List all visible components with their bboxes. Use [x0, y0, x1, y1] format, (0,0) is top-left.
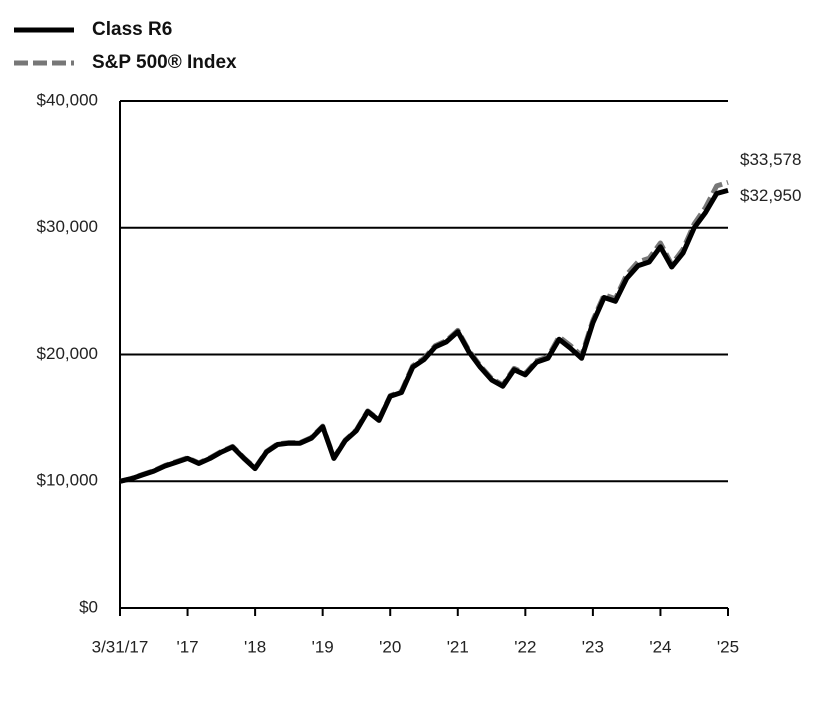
y-tick-label: $30,000: [37, 217, 98, 236]
x-tick-label: '25: [717, 637, 739, 656]
x-tick-label: '24: [649, 637, 671, 656]
legend: Class R6 S&P 500® Index: [14, 19, 237, 73]
y-tick-label: $40,000: [37, 90, 98, 109]
legend-label: S&P 500® Index: [92, 52, 237, 73]
value-label: $33,578: [740, 150, 801, 169]
x-tick-label: '17: [176, 637, 198, 656]
value-label: $32,950: [740, 186, 801, 205]
y-tick-label: $10,000: [37, 471, 98, 490]
x-tick-label: '20: [379, 637, 401, 656]
legend-label: Class R6: [92, 19, 172, 40]
x-tick-label: '23: [582, 637, 604, 656]
series-line: [119, 187, 729, 484]
x-tick-label: 3/31/17: [92, 637, 149, 656]
x-tick-label: '19: [312, 637, 334, 656]
y-tick-label: $20,000: [37, 344, 98, 363]
y-tick-label: $0: [79, 597, 98, 616]
x-tick-label: '22: [514, 637, 536, 656]
x-tick-label: '21: [447, 637, 469, 656]
x-tick-label: '18: [244, 637, 266, 656]
